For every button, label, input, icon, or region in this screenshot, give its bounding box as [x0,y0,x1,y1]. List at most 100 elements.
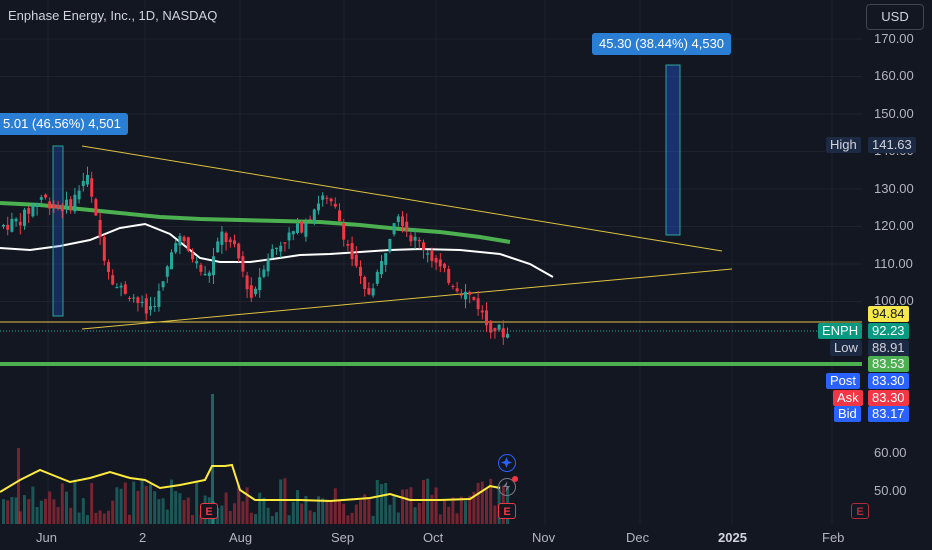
volume-bar [489,478,493,524]
candle-body [212,256,215,276]
candle-body [367,288,371,295]
volume-bar [388,504,392,524]
news-event-icon[interactable] [498,454,516,472]
volume-bar [401,489,404,524]
volume-bar [224,492,228,524]
candle-body [426,253,430,255]
candle-body [48,201,52,209]
time-tick: Feb [822,530,845,545]
volume-bar [329,500,333,524]
candle-body [228,239,232,243]
candle-body [254,288,257,295]
volume-bar [186,497,190,524]
volume-bar [396,512,400,524]
volume-bar [350,512,354,524]
bid-value-tag: 83.17 [868,406,909,422]
volume-bar [94,512,98,524]
volume-bar [191,514,194,524]
volume-bar [14,497,18,524]
volume-bar [459,496,463,524]
volume-bar [27,499,31,524]
candle-body [468,291,472,295]
earnings-event-icon[interactable]: E [851,503,869,519]
volume-bar [136,490,140,524]
candle-body [249,285,253,298]
candle-body [325,197,329,199]
candle-body [287,232,291,241]
volume-bar [111,500,115,524]
volume-bar [35,506,39,524]
split-event-icon[interactable] [498,476,518,496]
volume-bar [422,479,425,524]
candle-body [149,306,152,310]
price-tick: 150.00 [874,106,914,121]
volume-bar [371,515,375,524]
measure-box-right [665,64,681,236]
volume-bar [359,500,362,524]
candle-body [102,237,106,261]
symbol-title[interactable]: Enphase Energy, Inc., 1D, NASDAQ [8,8,218,23]
volume-bar [472,491,476,524]
volume-bar [86,515,89,524]
candle-body [73,194,77,212]
time-tick: Nov [532,530,556,545]
candle-body [485,310,488,326]
volume-bar [485,489,488,524]
volume-bar [69,507,73,524]
ask-label-tag: Ask [833,390,863,406]
candle-body [132,297,136,299]
time-tick: Sep [331,530,355,545]
volume-bar [56,507,60,524]
volume-bar [300,503,304,524]
volume-bar [174,491,178,524]
earnings-event-icon[interactable]: E [498,503,516,519]
volume-bar [308,510,312,524]
candle-body [405,221,409,231]
candle-body [300,221,304,233]
candle-body [44,194,47,198]
volume-bar [455,513,459,524]
currency-button[interactable]: USD [866,4,924,30]
candle-body [224,232,228,243]
volume-bar [165,509,169,524]
time-tick: Oct [423,530,444,545]
measure-label-left[interactable]: 5.01 (46.56%) 4,501 [0,113,128,135]
volume-bar [182,500,186,524]
price-tick: 100.00 [874,293,914,308]
candle-body [157,290,161,308]
volume-bar [161,498,165,524]
candle-body [363,277,367,289]
candle-body [233,240,236,245]
candle-body [354,254,358,266]
volume-bar [220,505,224,524]
volume-bar [2,499,5,524]
volume-bar [65,491,68,524]
candle-body [443,263,446,268]
candle-body [245,275,249,290]
candle-body [447,269,451,283]
candle-body [296,223,299,234]
volume-bar [237,484,241,524]
candle-body [480,310,484,313]
volume-bar [430,494,434,524]
candle-body [275,247,278,250]
volume-bar [405,489,409,524]
earnings-event-icon[interactable]: E [200,503,218,519]
measure-label-right[interactable]: 45.30 (38.44%) 4,530 [592,33,732,55]
candle-body [359,266,362,276]
volume-tick: 50.00 [874,483,907,498]
volume-bar [287,515,291,524]
ma-green-line [0,201,511,244]
candle-body [2,224,5,227]
candle-body [94,199,98,216]
volume-bar [476,482,480,524]
candle-body [111,275,115,285]
volume-bar [119,488,123,524]
volume-bar [52,499,56,524]
candle-body [90,178,94,197]
time-tick: Dec [626,530,650,545]
candle-body [455,288,459,292]
volume-bar [107,510,110,524]
